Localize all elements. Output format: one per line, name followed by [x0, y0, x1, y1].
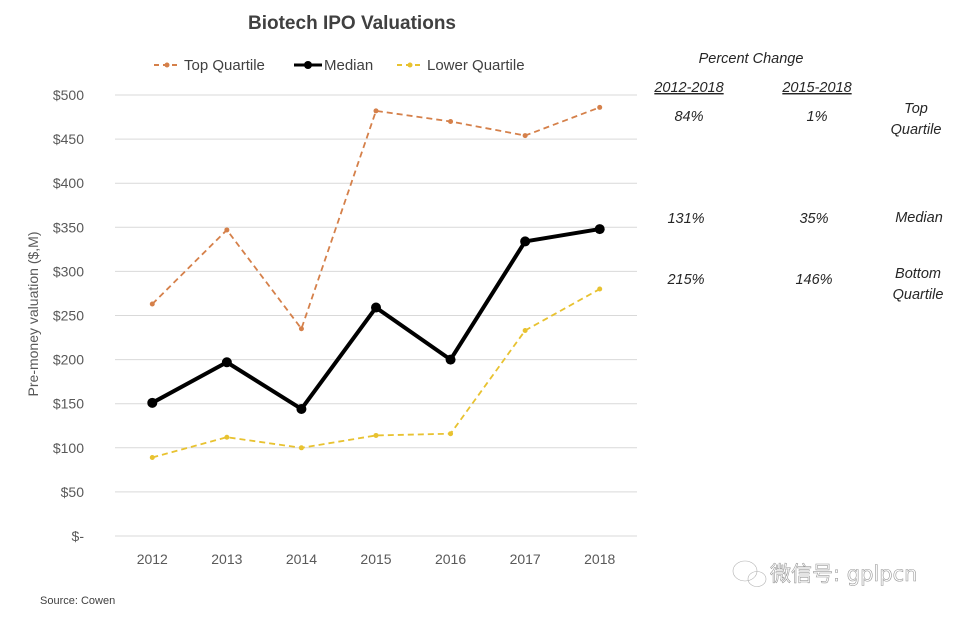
y-tick-label: $400: [53, 175, 84, 191]
data-point-lower-quartile: [298, 445, 304, 451]
data-point-lower-quartile: [224, 434, 230, 440]
series-line-median: [151, 227, 601, 411]
table-row-median-label: Median: [895, 210, 943, 226]
gridlines: [115, 94, 637, 537]
data-point-top-quartile: [522, 133, 528, 139]
percent-change-table: Percent Change 2012-2018 2015-2018 84% 1…: [653, 51, 943, 303]
table-row-median-col1: 131%: [667, 211, 704, 227]
table-heading: Percent Change: [699, 51, 804, 67]
series-line-lower-quartile: [152, 288, 601, 459]
data-point-median: [520, 236, 531, 247]
data-point-top-quartile: [597, 104, 603, 110]
y-tick-label: $350: [53, 219, 84, 235]
legend-item-top-quartile: Top Quartile: [154, 57, 265, 74]
data-point-median: [296, 403, 307, 414]
data-point-median: [445, 354, 456, 365]
y-tick-label: $500: [53, 87, 84, 103]
series-top-quartile: [149, 104, 603, 332]
y-tick-label: $200: [53, 352, 84, 368]
legend-label-median: Median: [324, 57, 373, 74]
legend-item-lower-quartile: Lower Quartile: [397, 57, 525, 74]
watermark-text: 微信号: gplpcn: [770, 562, 917, 586]
series-median: [147, 224, 605, 414]
data-point-median: [594, 224, 605, 235]
data-point-lower-quartile: [149, 455, 155, 461]
source-note: Source: Cowen: [40, 595, 115, 607]
wechat-icon: [731, 559, 768, 588]
y-tick-label: $300: [53, 263, 84, 279]
data-point-median: [147, 397, 158, 408]
table-row-median-col2: 35%: [799, 211, 828, 227]
legend-label-top-quartile: Top Quartile: [184, 57, 265, 74]
table-row-top-label-line1: Top: [904, 101, 928, 117]
table-row-bottom-col1: 215%: [666, 272, 704, 288]
table-row-top-col2: 1%: [807, 109, 828, 125]
chart-title: Biotech IPO Valuations: [248, 13, 456, 34]
data-point-top-quartile: [149, 301, 155, 307]
y-tick-label: $-: [72, 528, 85, 544]
y-axis-ticks: $- $50 $100 $150 $200 $250 $300 $350 $400 $450 $50…: [53, 87, 84, 544]
table-row-bottom-col2: 146%: [795, 272, 832, 288]
y-axis-label: Pre-money valuation ($,M): [25, 232, 41, 397]
table-row-top-label-line2: Quartile: [891, 122, 942, 138]
y-tick-label: $150: [53, 396, 84, 412]
y-tick-label: $250: [53, 308, 84, 324]
series-layer: [147, 104, 605, 461]
x-tick-label: 2012: [137, 551, 168, 567]
x-axis-ticks: 2012 2013 2014 2015 2016 2017 2018: [137, 551, 616, 567]
series-line-top-quartile: [151, 106, 601, 330]
data-point-top-quartile: [448, 118, 454, 124]
x-tick-label: 2018: [584, 551, 615, 567]
data-point-lower-quartile: [373, 432, 379, 438]
x-tick-label: 2016: [435, 551, 466, 567]
legend: Top Quartile Median Lower Quartile: [154, 57, 525, 74]
y-tick-label: $50: [61, 484, 85, 500]
table-col1-header: 2012-2018: [653, 80, 723, 96]
data-point-top-quartile: [298, 326, 304, 332]
data-point-lower-quartile: [522, 327, 528, 333]
x-tick-label: 2015: [360, 551, 391, 567]
table-col2-header: 2015-2018: [781, 80, 851, 96]
data-point-median: [221, 357, 232, 368]
legend-label-lower-quartile: Lower Quartile: [427, 57, 525, 74]
table-row-bottom-label-line1: Bottom: [895, 266, 941, 282]
data-point-lower-quartile: [597, 286, 603, 292]
x-tick-label: 2017: [510, 551, 541, 567]
legend-item-median: Median: [294, 57, 373, 74]
series-lower-quartile: [149, 286, 603, 461]
watermark: 微信号: gplpcn: [731, 559, 918, 588]
data-point-lower-quartile: [448, 431, 454, 437]
table-row-top-col1: 84%: [674, 109, 703, 125]
table-row-bottom-label-line2: Quartile: [893, 287, 944, 303]
data-point-median: [371, 302, 381, 313]
x-tick-label: 2013: [211, 551, 242, 567]
x-tick-label: 2014: [286, 551, 317, 567]
data-point-top-quartile: [224, 227, 230, 233]
y-tick-label: $100: [53, 440, 84, 456]
data-point-top-quartile: [373, 108, 379, 114]
y-tick-label: $450: [53, 131, 84, 147]
